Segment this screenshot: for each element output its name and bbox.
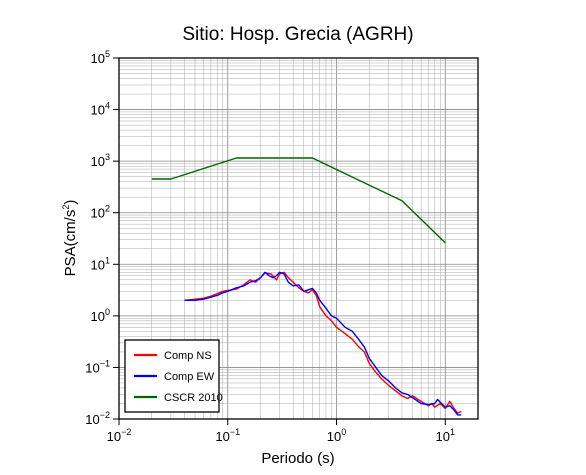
y-tick-label-exponent: 2 <box>105 204 110 214</box>
ticks <box>113 57 446 425</box>
x-tick-label-base: 10 <box>436 429 450 444</box>
y-tick-label: 10−1 <box>85 358 110 375</box>
legend-label: Comp NS <box>164 350 212 362</box>
y-tick-label-base: 10 <box>91 206 105 221</box>
x-tick-label-exponent: −1 <box>230 427 240 437</box>
x-tick-label: 10−1 <box>215 427 240 444</box>
y-tick-label-base: 10 <box>91 257 105 272</box>
y-tick-label-exponent: −2 <box>100 410 110 420</box>
series-layer <box>151 157 462 416</box>
y-tick-label-base: 10 <box>91 51 105 66</box>
x-tick-label: 10−2 <box>107 427 132 444</box>
x-tick-label-exponent: −2 <box>121 427 131 437</box>
x-tick-label-exponent: 1 <box>450 427 455 437</box>
legend-label: CSCR 2010 <box>164 392 223 404</box>
series-line-3 <box>151 157 446 244</box>
y-tick-label: 103 <box>91 152 110 169</box>
y-axis-title-superscript: 2 <box>61 205 71 210</box>
y-tick-label: 105 <box>91 49 110 66</box>
y-tick-label-exponent: 5 <box>105 49 110 59</box>
y-tick-label: 100 <box>91 307 110 324</box>
y-axis-title-base: PSA(cm/s <box>62 210 79 277</box>
y-tick-label-exponent: 1 <box>105 255 110 265</box>
plot-frame <box>118 57 479 420</box>
x-tick-labels: 10−2 10−1 100 101 <box>107 427 455 444</box>
x-tick-label: 101 <box>436 427 455 444</box>
y-tick-label-base: 10 <box>91 309 105 324</box>
x-tick-label-base: 10 <box>215 429 229 444</box>
x-tick-label: 100 <box>327 427 346 444</box>
x-tick-label-exponent: 0 <box>341 427 346 437</box>
y-tick-label-exponent: 4 <box>105 101 110 111</box>
y-tick-label-base: 10 <box>85 360 99 375</box>
x-tick-label-base: 10 <box>107 429 121 444</box>
y-tick-label-base: 10 <box>85 412 99 427</box>
y-tick-label: 10−2 <box>85 410 110 427</box>
legend-label: Comp EW <box>164 371 215 383</box>
series-line-2 <box>184 271 462 416</box>
chart-title: Sitio: Hosp. Grecia (AGRH) <box>182 24 413 45</box>
x-axis-title: Periodo (s) <box>261 450 334 467</box>
y-tick-label-exponent: 3 <box>105 152 110 162</box>
y-tick-label-base: 10 <box>91 103 105 118</box>
legend: Comp NS Comp EW CSCR 2010 <box>124 339 223 413</box>
y-tick-label-base: 10 <box>91 154 105 169</box>
y-tick-label-exponent: −1 <box>100 358 110 368</box>
y-tick-label: 104 <box>91 101 110 118</box>
y-tick-label: 102 <box>91 204 110 221</box>
y-axis-title-tail: ) <box>62 200 79 205</box>
y-tick-label-exponent: 0 <box>105 307 110 317</box>
y-tick-label: 101 <box>91 255 110 272</box>
x-tick-label-base: 10 <box>327 429 341 444</box>
y-axis-title: PSA(cm/s2) <box>61 200 79 277</box>
